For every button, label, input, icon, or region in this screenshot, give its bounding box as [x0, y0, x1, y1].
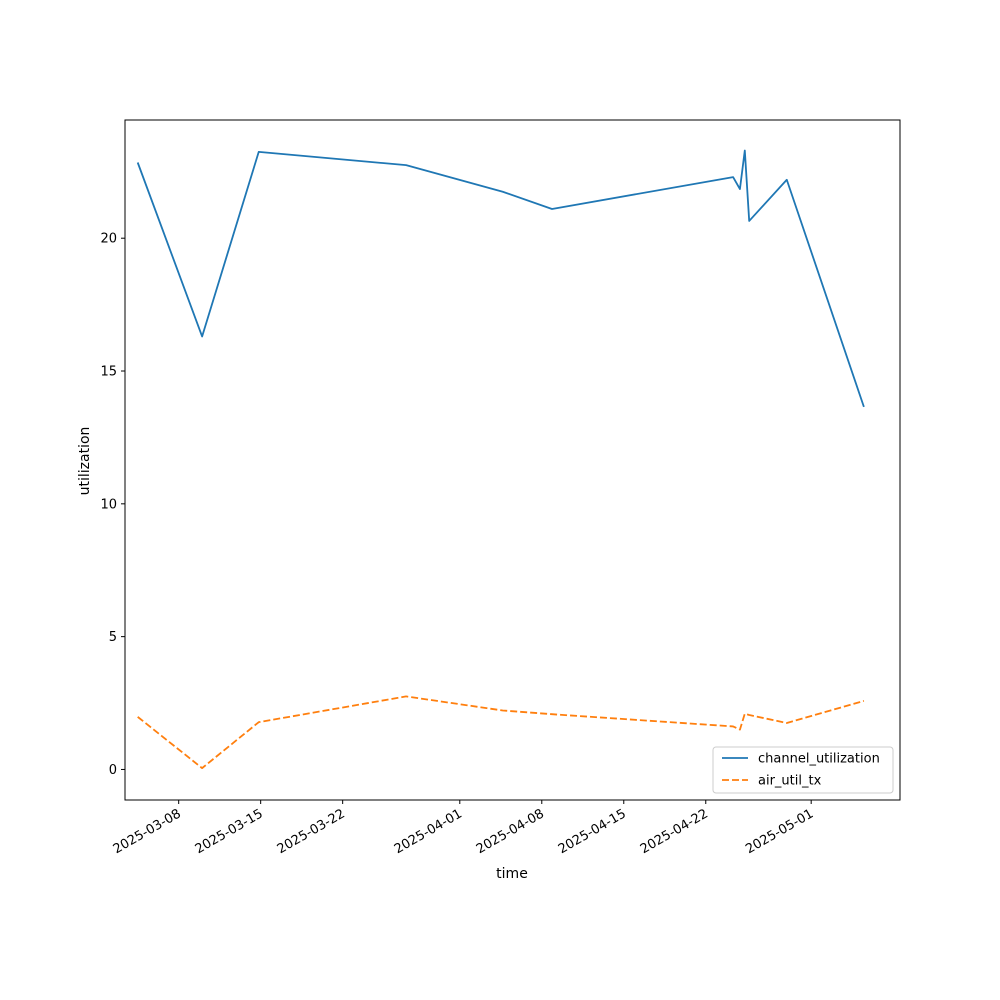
y-tick-label: 15 — [100, 365, 117, 380]
legend: channel_utilization air_util_tx — [712, 746, 894, 794]
legend-box — [712, 746, 894, 794]
series-line-air_util_tx — [137, 695, 865, 770]
series-line-channel_utilization — [136, 149, 865, 408]
legend-label-channel_utilization: channel_utilization — [758, 752, 880, 767]
x-axis-label: time — [496, 866, 528, 882]
y-axis: 0 5 10 15 20 — [100, 232, 125, 778]
y-tick-label: 0 — [109, 763, 117, 778]
y-axis-label: utilization — [77, 427, 93, 496]
y-tick-label: 10 — [100, 497, 117, 512]
y-tick-label: 5 — [109, 630, 117, 645]
plot-frame — [124, 119, 901, 801]
series-layer — [136, 149, 865, 770]
legend-label-air_util_tx: air_util_tx — [758, 774, 822, 789]
y-tick-label: 20 — [100, 232, 117, 247]
